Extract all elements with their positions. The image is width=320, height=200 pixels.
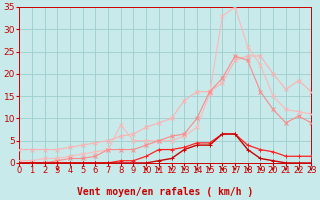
X-axis label: Vent moyen/en rafales ( km/h ): Vent moyen/en rafales ( km/h ) (77, 187, 253, 197)
